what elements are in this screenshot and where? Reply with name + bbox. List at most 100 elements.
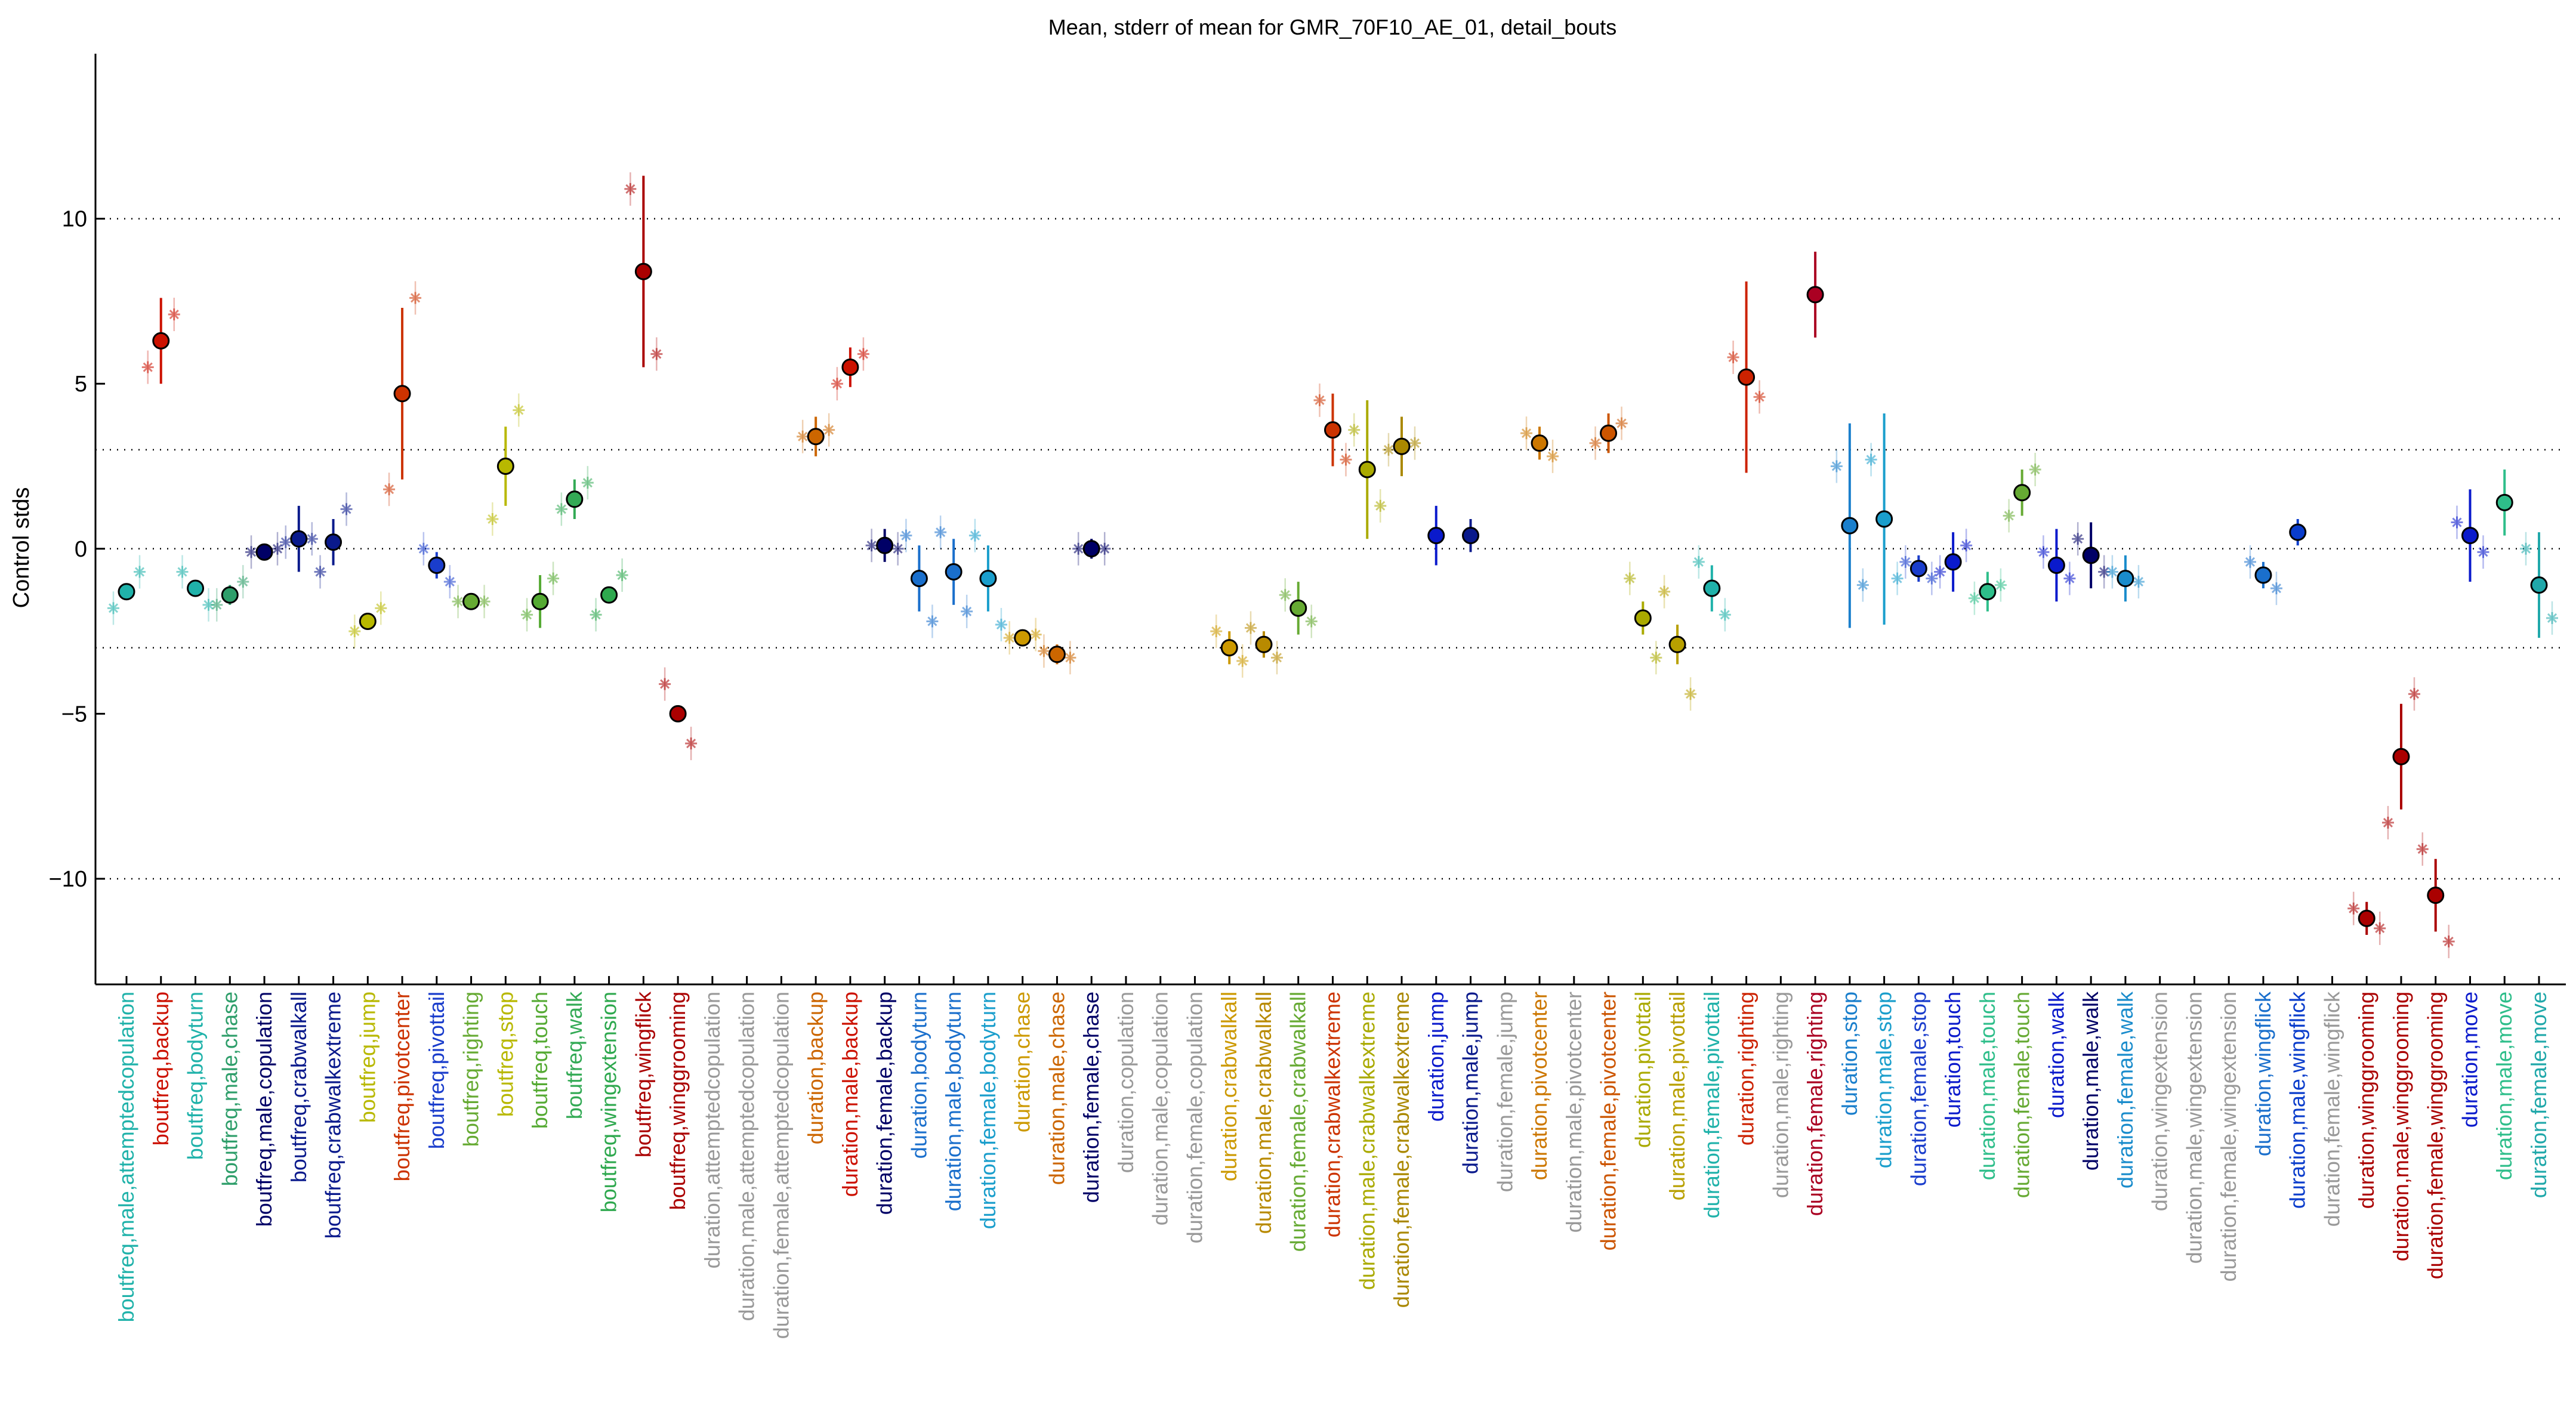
x-tick-label: boutfreq,bodyturn: [183, 992, 208, 1160]
control-star-marker: [1692, 555, 1705, 568]
x-tick-label: boutfreq,pivottail: [424, 992, 449, 1149]
control-star-marker: [2477, 546, 2489, 558]
control-star-marker: [1830, 460, 1843, 473]
control-star-marker: [211, 598, 223, 611]
x-tick-label: duration,wingextension: [2148, 992, 2172, 1211]
x-tick-label: duration,female,touch: [2010, 992, 2034, 1198]
control-star-marker: [590, 609, 602, 621]
control-star-marker: [176, 566, 189, 578]
mean-point: [462, 592, 480, 610]
mean-point: [600, 586, 618, 604]
y-tick-label: −5: [61, 702, 87, 727]
x-tick-label: duration,female,pivottail: [1699, 992, 1724, 1218]
control-star-marker: [1589, 437, 1602, 449]
axes: −10 −5 0 5 10: [49, 54, 2566, 986]
mean-point: [2047, 556, 2065, 574]
mean-point: [807, 428, 825, 446]
mean-point: [669, 705, 687, 722]
x-tick-label: boutfreq,male,chase: [217, 992, 242, 1186]
control-star-marker: [581, 477, 594, 489]
control-star-marker: [1658, 585, 1671, 598]
mean-point: [2013, 484, 2031, 502]
x-tick-label: boutfreq,wingextension: [597, 992, 621, 1212]
x-tick-label: duration,attemptedcopulation: [700, 992, 724, 1268]
control-star-marker: [1856, 579, 1869, 591]
x-tick-label: boutfreq,pivotcenter: [390, 992, 414, 1181]
x-tick-label: duration,male,pivotcenter: [1562, 992, 1586, 1233]
mean-points: [118, 263, 2548, 927]
x-tick-label: duration,female,jump: [1492, 992, 1517, 1192]
x-tick-label: duration,righting: [1734, 992, 1759, 1145]
mean-point: [1909, 560, 1927, 578]
control-star-marker: [831, 378, 843, 390]
chart-title: Mean, stderr of mean for GMR_70F10_AE_01…: [1048, 15, 1617, 39]
control-star-marker: [452, 595, 464, 608]
control-star-marker: [1719, 609, 1731, 621]
control-star-marker: [1270, 651, 1283, 664]
control-star-marker: [2003, 509, 2015, 522]
control-star-marker: [797, 430, 809, 443]
mean-point: [118, 583, 135, 601]
x-tick-label: duration,female,crabwalkextreme: [1389, 992, 1414, 1308]
x-tick-label: duration,male,righting: [1768, 992, 1793, 1198]
x-tick-label: duration,female,winggrooming: [2423, 992, 2448, 1279]
control-star-marker: [1003, 632, 1016, 644]
control-star-marker: [237, 576, 249, 588]
control-star-marker: [306, 533, 318, 545]
control-star-marker: [2451, 516, 2463, 529]
control-star-marker: [2072, 533, 2084, 545]
x-tick-label: duration,jump: [1424, 992, 1448, 1122]
control-star-marker: [1968, 592, 1980, 604]
y-tick-label: 10: [62, 207, 87, 232]
control-star-marker: [1244, 622, 1257, 634]
mean-point: [393, 385, 411, 403]
control-star-marker: [934, 526, 947, 539]
x-tick-label: duration,winggrooming: [2354, 992, 2378, 1209]
mean-point: [2427, 887, 2445, 904]
mean-point: [1600, 424, 1618, 442]
x-tick-label: duration,male,crabwalkall: [1251, 992, 1276, 1234]
mean-point: [290, 530, 308, 548]
control-star-marker: [659, 678, 671, 690]
control-star-marker: [141, 361, 154, 373]
y-tick-label: −10: [49, 867, 87, 892]
control-star-marker: [417, 542, 430, 555]
control-star-marker: [1727, 351, 1739, 363]
x-tick-label: duration,stop: [1837, 992, 1862, 1116]
control-star-marker: [857, 348, 869, 360]
mean-point: [531, 592, 549, 610]
control-star-marker: [1753, 391, 1766, 403]
control-star-marker: [1960, 539, 1973, 552]
x-tick-label: duration,male,walk: [2078, 991, 2103, 1171]
mean-point: [1806, 286, 1824, 304]
control-star-marker: [1029, 628, 1042, 641]
x-tick-label: duration,male,chase: [1044, 992, 1069, 1185]
y-tick-label: 0: [75, 537, 87, 562]
control-star-marker: [926, 615, 939, 628]
x-tick-label: duration,female,stop: [1906, 992, 1930, 1186]
control-star-marker: [900, 529, 912, 542]
control-star-marker: [1926, 572, 1938, 585]
control-star-marker: [2546, 612, 2558, 624]
control-star-marker: [1348, 424, 1361, 436]
mean-point: [1462, 527, 1480, 545]
x-tick-label: duration,female,chase: [1079, 992, 1103, 1203]
control-star-marker: [1236, 654, 1249, 667]
mean-point: [187, 579, 205, 597]
mean-point: [359, 612, 377, 630]
x-tick-label: duration,bodyturn: [906, 992, 931, 1159]
x-tick-label: duration,male,wingextension: [2182, 992, 2206, 1264]
control-star-marker: [2442, 935, 2455, 948]
x-tick-label: boutfreq,righting: [459, 992, 483, 1147]
control-star-marker: [1994, 579, 2007, 591]
control-star-marker: [2381, 816, 2394, 829]
mean-point: [1841, 517, 1859, 535]
x-tick-label: duration,crabwalkall: [1217, 992, 1241, 1181]
control-star-marker: [1374, 499, 1387, 512]
mean-point: [428, 556, 446, 574]
control-star-marker: [2063, 572, 2076, 585]
x-tick-label: boutfreq,wingflick: [631, 991, 655, 1157]
x-tick-label: duration,female,attemptedcopulation: [769, 992, 793, 1339]
mean-point: [1358, 461, 1376, 478]
